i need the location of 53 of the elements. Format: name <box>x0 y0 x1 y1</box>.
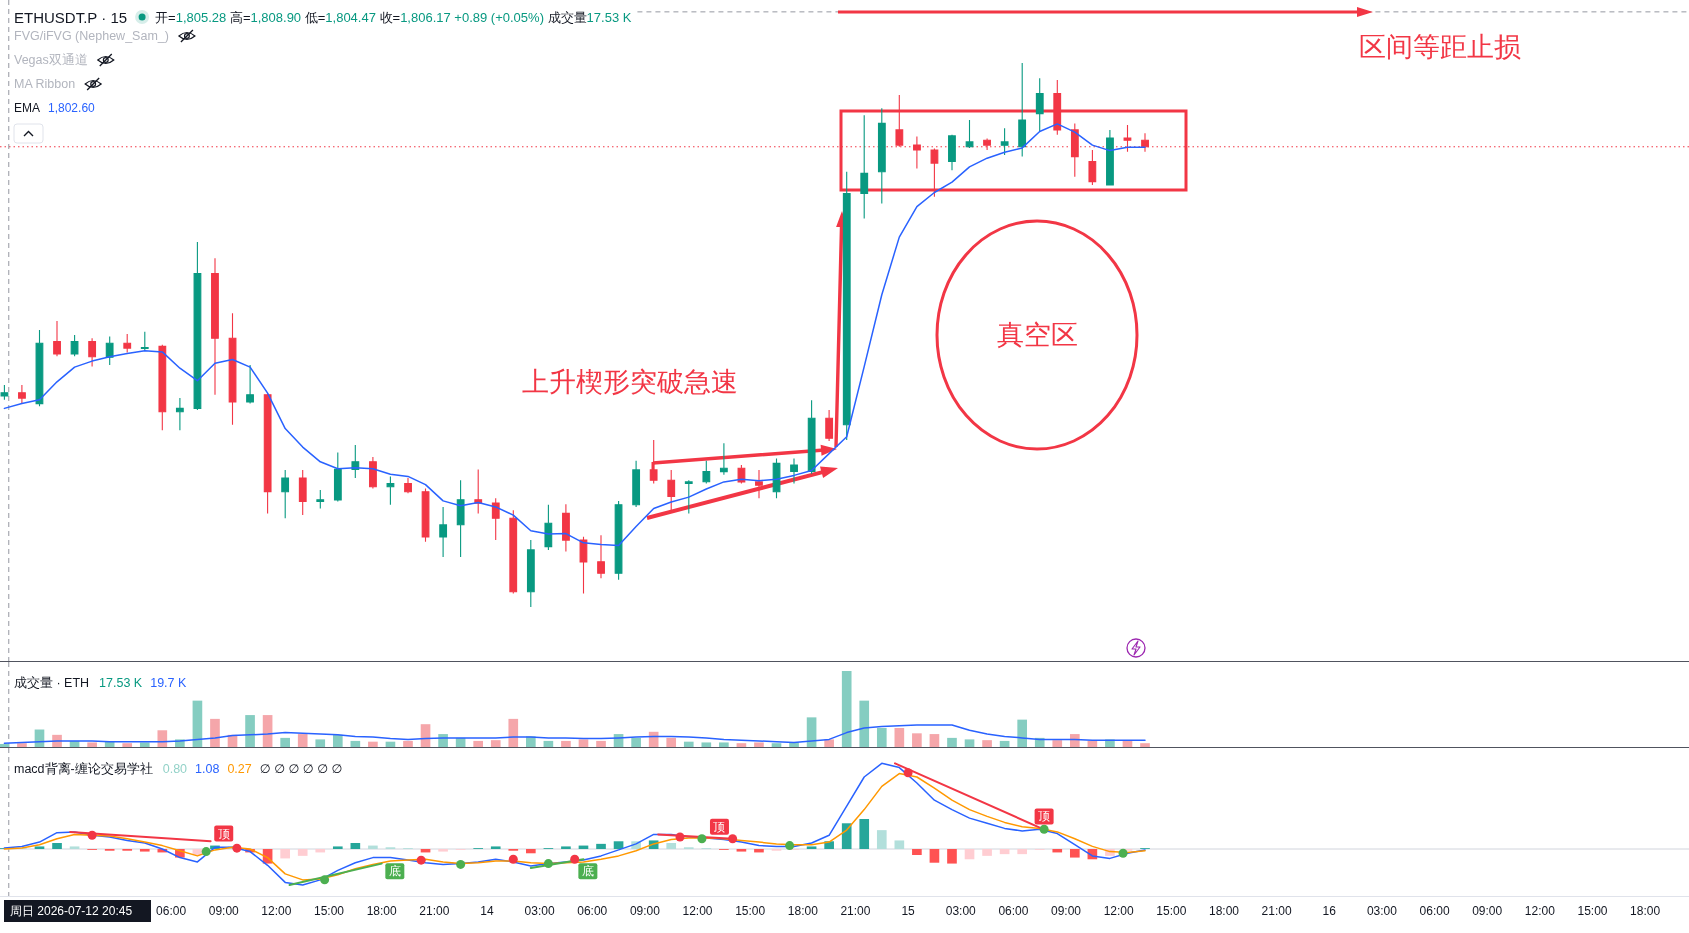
x-tick-label: 03:00 <box>945 904 977 918</box>
text: 区间等距止损 <box>1359 32 1521 62</box>
text: 开=1,805.28 高=1,808.90 低=1,804.47 收=1,806.17 +0.89 (+0.05%) 成交量17.53 K <box>155 9 632 25</box>
annotation: 17.53 K <box>99 676 143 690</box>
x-tick-label: 09:00 <box>208 904 240 918</box>
annotation: Vegas双通道 <box>14 53 88 67</box>
x-tick-label: 16 <box>1322 904 1337 918</box>
x-tick-label: 06:00 <box>1419 904 1450 918</box>
x-tick-label: 15 <box>901 904 916 918</box>
x-tick-label: 06:00 <box>156 904 187 918</box>
annotation: 底 <box>388 864 401 879</box>
x-tick-label: 06:00 <box>998 904 1029 918</box>
annotation: 底 <box>581 864 594 879</box>
x-tick-label: 03:00 <box>524 904 555 918</box>
x-tick-label: 06:00 <box>577 904 608 918</box>
x-tick-label: 09:00 <box>1472 904 1503 918</box>
x-tick-label: 12:00 <box>1103 904 1135 918</box>
chart-title: 成交量 · ETH <box>14 675 90 690</box>
annotation: ∅ ∅ ∅ ∅ ∅ ∅ <box>259 762 343 776</box>
annotation: EMA <box>14 101 41 115</box>
x-tick-label: 12:00 <box>1524 904 1556 918</box>
x-tick-label: 15:00 <box>1577 904 1608 918</box>
text: 周日 2026-07-12 20:45 <box>10 904 133 918</box>
annotation: MA Ribbon <box>14 77 76 91</box>
x-tick-label: 21:00 <box>419 904 450 918</box>
annotation: 1,802.60 <box>48 101 96 115</box>
text: FVG/iFVG (Nephew_Sam_) <box>14 29 169 43</box>
x-tick-label: 15:00 <box>735 904 766 918</box>
x-tick-label: 12:00 <box>682 904 713 918</box>
x-tick-label: 18:00 <box>1630 904 1661 918</box>
x-tick-label: 14 <box>480 904 494 918</box>
x-tick-label: 15:00 <box>314 904 345 918</box>
annotation: 上升楔形突破急速 <box>522 367 738 397</box>
annotation: 顶 <box>713 819 726 834</box>
x-tick-label: 21:00 <box>840 904 871 918</box>
annotation: 19.7 K <box>150 676 187 690</box>
x-tick-label: 12:00 <box>261 904 292 918</box>
annotation: 1.08 <box>195 762 220 776</box>
annotation: 顶 <box>1038 809 1051 824</box>
chart-title: ETHUSDT.P · 15 <box>14 8 128 26</box>
annotation: 0.80 <box>162 762 188 776</box>
x-tick-label: 21:00 <box>1261 904 1292 918</box>
chart-title: macd背离-缠论交易学社 <box>14 761 153 776</box>
x-tick-label: 15:00 <box>1156 904 1187 918</box>
annotation: 顶 <box>217 826 230 841</box>
x-tick-label: 18:00 <box>787 904 819 918</box>
x-tick-label: 03:00 <box>1366 904 1398 918</box>
annotation: 0.27 <box>227 762 252 776</box>
x-tick-label: 09:00 <box>1051 904 1082 918</box>
x-tick-label: 18:00 <box>366 904 398 918</box>
annotation: 真空区 <box>996 320 1078 350</box>
x-tick-label: 18:00 <box>1208 904 1240 918</box>
x-tick-label: 09:00 <box>629 904 661 918</box>
